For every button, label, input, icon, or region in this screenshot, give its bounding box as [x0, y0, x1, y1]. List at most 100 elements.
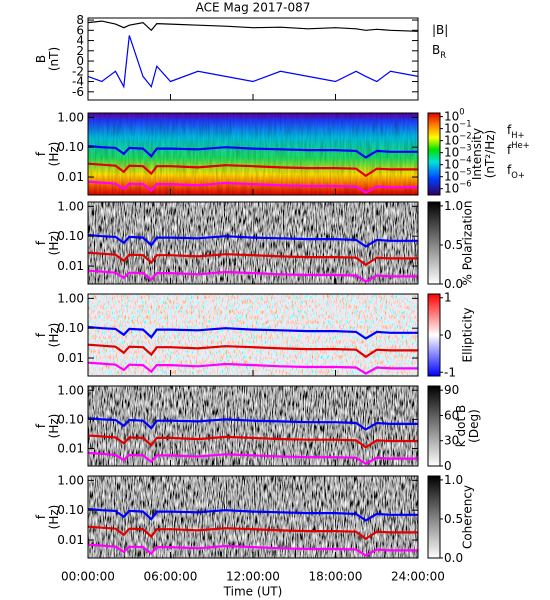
y-tick-label: 1.00: [57, 110, 84, 124]
y-tick-label-part: 0.10: [57, 321, 84, 335]
colorbar-tick-label: 10−3: [444, 142, 472, 159]
y-tick-label: 2: [76, 43, 84, 57]
y-axis-label: (Hz): [47, 231, 61, 256]
colorbar-tick-label: 90: [444, 383, 459, 397]
colorbar-tick-label: 1.0: [444, 472, 463, 486]
y-tick-label-part: 6: [76, 23, 84, 37]
colorbar-tick-label-part: -1: [444, 365, 456, 379]
colorbar-tick-label: -1: [444, 365, 456, 379]
y-axis-label: B: [34, 55, 48, 63]
legend-entry-part: He+: [511, 140, 529, 150]
colorbar-tick-label: 0.5: [444, 237, 463, 251]
series-line: [87, 251, 418, 267]
colorbar-tick-label-part: 10: [444, 109, 459, 123]
series-line: [87, 417, 418, 431]
y-tick-label-part: 0.01: [57, 441, 84, 455]
legend-entry: fH+: [507, 123, 525, 140]
y-tick-label-part: -4: [72, 74, 84, 88]
y-tick-label-part: 4: [76, 33, 84, 47]
series-line: [87, 233, 418, 248]
colorbar-label: (nT²/Hz): [483, 130, 497, 178]
y-axis-label: (Hz): [47, 142, 61, 167]
colorbar-tick-label-part: −1: [459, 118, 471, 128]
y-tick-label-part: 0.01: [57, 259, 84, 273]
y-tick-label: -4: [72, 74, 84, 88]
y-tick-label: 1.00: [57, 291, 84, 305]
y-axis-label: (Hz): [47, 414, 61, 439]
colorbar-tick-label: 100: [444, 106, 465, 123]
y-tick-label-part: 0: [76, 54, 84, 68]
series-line: [87, 543, 418, 557]
y-tick-label-part: 1.00: [57, 291, 84, 305]
y-tick-label: 0.01: [57, 441, 84, 455]
colorbar-tick-label: 60: [444, 408, 459, 422]
colorbar-tick-label-part: −6: [459, 178, 471, 188]
legend-entry-part: f: [507, 143, 512, 157]
colorbar-label: k dot B: [454, 405, 468, 447]
y-axis-label: (Hz): [47, 505, 61, 530]
series-line: [87, 325, 418, 340]
colorbar-label: Coherency: [461, 485, 475, 549]
y-tick-label-part: 8: [76, 13, 84, 27]
colorbar-tick-label-part: 90: [444, 383, 459, 397]
y-tick-label: 6: [76, 23, 84, 37]
colorbar-tick-label: 10−5: [444, 166, 472, 183]
series-line: [87, 144, 418, 159]
y-tick-label: 0.10: [57, 229, 84, 243]
y-axis-label: f: [34, 240, 48, 245]
series-line: [87, 180, 418, 194]
colorbar-tick-label: 10−1: [444, 118, 472, 135]
y-tick-label-part: 0.10: [57, 229, 84, 243]
colorbar-tick-label-part: 1: [444, 290, 452, 304]
colorbar-tick-label-part: 0.0: [444, 277, 463, 291]
legend-entry-part: f: [507, 123, 512, 137]
legend-entry-part: H+: [511, 130, 524, 140]
y-tick-label-part: 0.10: [57, 140, 84, 154]
y-tick-label: 4: [76, 33, 84, 47]
y-tick-label-part: 1.00: [57, 110, 84, 124]
x-tick-label: 12:00:00: [226, 570, 280, 584]
y-tick-label: 1.00: [57, 199, 84, 213]
colorbar-tick-label: 0: [444, 459, 452, 473]
legend-entry-part: O+: [511, 170, 525, 180]
colorbar-tick-label-part: 10: [444, 121, 459, 135]
legend-entry-part: |B|: [432, 23, 448, 37]
legend-entry: BR: [432, 43, 446, 60]
y-tick-label: 0: [76, 54, 84, 68]
y-tick-label: 0.01: [57, 533, 84, 547]
series-line: [87, 451, 418, 465]
series-line: [87, 343, 418, 359]
spectrogram-bg: [88, 386, 418, 466]
y-tick-label: 8: [76, 13, 84, 27]
y-tick-label: 0.01: [57, 351, 84, 365]
colorbar-tick-label-part: 60: [444, 408, 459, 422]
colorbar-tick-label: 0.0: [444, 277, 463, 291]
colorbar-label: % Polarization: [461, 201, 475, 286]
colorbar: [427, 475, 441, 559]
colorbar: [427, 293, 441, 377]
colorbar-tick-label-part: 0.5: [444, 511, 463, 525]
y-tick-label-part: 2: [76, 43, 84, 57]
series-line: [87, 507, 418, 522]
y-axis-label: f: [34, 423, 48, 428]
colorbar-tick-label-part: 10: [444, 181, 459, 195]
y-tick-label: 1.00: [57, 383, 84, 397]
colorbar-tick-label-part: −4: [459, 154, 471, 164]
colorbar-tick-label-part: −2: [459, 130, 471, 140]
colorbar-tick-label-part: 10: [444, 145, 459, 159]
series-line: [87, 434, 418, 449]
legend-entry: fHe+: [507, 140, 530, 157]
colorbar-tick-label-part: 0: [444, 459, 452, 473]
colorbar-tick-label-part: 10: [444, 169, 459, 183]
spectrogram-texture: [88, 113, 418, 195]
y-tick-label-part: 1.00: [57, 383, 84, 397]
spectrogram-bg: [88, 476, 418, 558]
chart-title: ACE Mag 2017-087: [196, 1, 311, 15]
colorbar-label: Ellipticity: [461, 308, 475, 363]
y-tick-label-part: -6: [72, 84, 84, 98]
colorbar-tick-label-part: −5: [459, 166, 471, 176]
y-axis-label: f: [34, 514, 48, 519]
y-tick-label: 0.10: [57, 140, 84, 154]
colorbar-tick-label-part: 0.5: [444, 237, 463, 251]
